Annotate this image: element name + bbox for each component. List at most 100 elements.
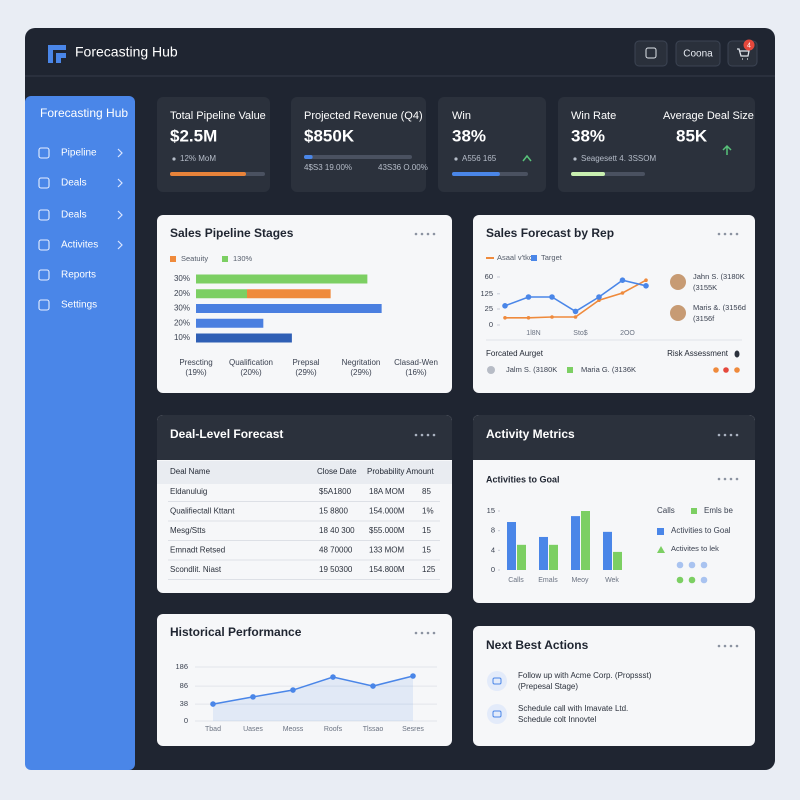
action-text[interactable]: Schedule call with Imavate Ltd. [518, 704, 628, 713]
bar [549, 544, 558, 570]
nav-icon [38, 177, 50, 189]
menu-dot [414, 631, 418, 635]
kpi-note: A556 165 [462, 154, 497, 163]
x-tick-label: Emals [538, 577, 558, 584]
table-cell: 48 70000 [319, 546, 353, 555]
menu-dot [729, 477, 733, 481]
menu-dot [723, 644, 727, 648]
point [502, 303, 508, 309]
nav-item[interactable]: Reports [61, 270, 96, 281]
kpi-note-dot [172, 157, 176, 161]
menu-dot [717, 644, 721, 648]
menu-dot [432, 433, 436, 437]
action-text[interactable]: (Prepesal Stage) [518, 682, 578, 691]
x-tick-label: Meoy [571, 577, 589, 584]
icon-glyph [645, 47, 657, 59]
trend-arrow [722, 144, 732, 155]
action-text[interactable]: Follow up with Acme Corp. (Propssst) [518, 671, 652, 680]
table-cell: 133 MOM [369, 546, 404, 555]
legend-dot [700, 561, 708, 569]
table-cell: Qualifiectall Kttant [170, 507, 235, 516]
bar [196, 289, 247, 299]
table-title: Deal-Level Forecast [170, 427, 283, 441]
x-tick-label: Tlssao [363, 726, 384, 733]
x-tick-label: 2OO [620, 330, 635, 337]
badge [743, 39, 755, 51]
progress-bar [304, 155, 313, 159]
action-glyph [492, 677, 502, 685]
nav-item[interactable]: Activites [61, 240, 98, 251]
y-tick-label: 0 [184, 716, 188, 725]
table-cell: 154.000M [369, 507, 405, 516]
bar [613, 551, 622, 570]
kpi-value: 85K [676, 126, 708, 145]
y-tick-label: 4 [491, 545, 495, 554]
kpi-note-dot [454, 157, 458, 161]
action-icon[interactable] [487, 704, 507, 724]
icon-button[interactable] [634, 40, 668, 67]
area-fill [213, 676, 413, 721]
y-tick-label: 60 [485, 272, 493, 281]
legend-label: Activites to lek [671, 544, 719, 553]
card-title: Next Best Actions [486, 638, 589, 652]
kpi-label: Total Pipeline Value [170, 110, 266, 122]
legend-label: Seatuity [181, 254, 208, 263]
menu-dot [426, 433, 430, 437]
menu-dot [717, 232, 721, 236]
action-glyph [492, 710, 502, 718]
menu-dot [729, 232, 733, 236]
stage-label: Prepsal [292, 358, 319, 367]
table-header-row [157, 461, 452, 484]
action-text[interactable]: Schedule colt Innovtel [518, 715, 596, 724]
nav-item[interactable]: Pipeline [61, 148, 97, 159]
card [157, 614, 452, 746]
x-tick-label: Calls [508, 577, 524, 584]
table-cell: 1% [422, 507, 434, 516]
stage-label: Prescting [179, 358, 212, 367]
kpi-label: Average Deal Size [663, 110, 754, 122]
table-cell: Scondlit. Niast [170, 565, 222, 574]
kpi-value: $2.5M [170, 126, 217, 145]
point [526, 316, 531, 320]
stage-label: Qualification [229, 358, 273, 367]
legend-dot [700, 576, 708, 584]
y-tick-label: 20% [174, 318, 190, 327]
risk-dot [734, 367, 740, 373]
x-tick-label: Sto$ [573, 330, 588, 337]
table-cell: 154.800M [369, 565, 405, 574]
bar [571, 516, 580, 570]
nav-icon [38, 239, 50, 251]
bar [517, 544, 526, 570]
nav-item[interactable]: Deals [61, 210, 87, 221]
legend-label: Target [541, 253, 563, 262]
point [596, 294, 602, 300]
menu-dot [729, 433, 733, 437]
bar [539, 536, 548, 570]
kpi-label: Win Rate [571, 110, 616, 122]
stage-label: Clasad-Wen [394, 358, 438, 367]
item-swatch [567, 367, 573, 373]
nav-item[interactable]: Deals [61, 178, 87, 189]
y-tick-label: 0 [491, 565, 495, 574]
chart-title: Sales Forecast by Rep [486, 226, 614, 240]
action-icon[interactable] [487, 671, 507, 691]
text-button[interactable] [675, 40, 721, 67]
kpi-card [291, 97, 426, 192]
table-cell: Mesg/Stts [170, 526, 206, 535]
x-tick-label: Uases [243, 726, 263, 733]
table-cell: $55.000M [369, 526, 405, 535]
risk-dot [713, 367, 719, 373]
point [250, 694, 256, 700]
bar [196, 318, 264, 328]
point [330, 674, 336, 680]
app-title: Forecasting Hub [75, 44, 178, 60]
menu-dot [723, 232, 727, 236]
rep-avatar [670, 305, 686, 321]
nav-item[interactable]: Settings [61, 300, 97, 311]
x-tick-label: Wek [605, 577, 619, 584]
y-tick-label: 25 [485, 304, 493, 313]
bar [196, 333, 292, 343]
menu-dot [420, 631, 424, 635]
kpi-card [157, 97, 270, 192]
